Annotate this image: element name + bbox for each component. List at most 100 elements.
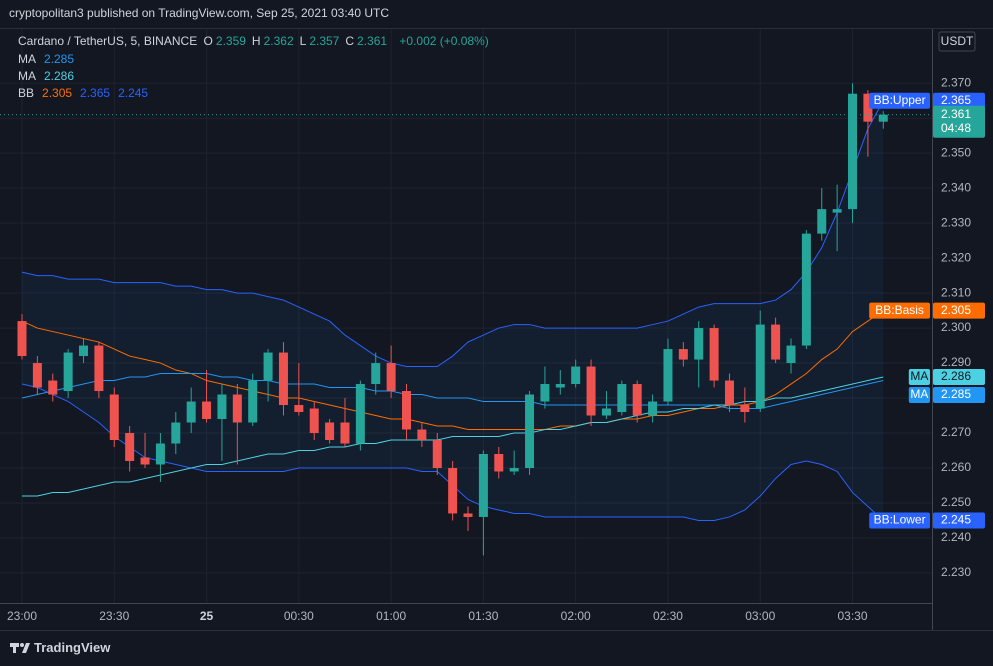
indicator-line	[22, 376, 884, 497]
y-tick-label: 2.230	[941, 565, 971, 579]
countdown: 04:48	[941, 121, 971, 135]
candle-body	[463, 513, 473, 517]
candle-body	[663, 349, 673, 402]
y-tick-label: 2.310	[941, 285, 971, 299]
x-tick-label: 23:00	[7, 609, 37, 623]
y-tick-label: 2.250	[941, 495, 971, 509]
candle-body	[232, 394, 242, 423]
candle-body	[125, 433, 135, 461]
y-tick-label: 2.290	[941, 355, 971, 369]
candle-body	[248, 380, 258, 423]
ohlc: O 2.359 H 2.362 L 2.357 C 2.361	[204, 34, 394, 48]
candle-body	[278, 352, 288, 406]
publish-info: cryptopolitan3 published on TradingView.…	[9, 6, 390, 20]
candle-body	[186, 401, 196, 423]
candle-body	[525, 394, 535, 468]
series-name-badge	[908, 387, 930, 404]
candle-body	[586, 366, 596, 416]
candle-body	[371, 363, 381, 385]
y-tick-label: 2.260	[941, 460, 971, 474]
candle-body	[848, 93, 858, 210]
indicator-line	[21, 100, 884, 368]
series-name-badge	[869, 302, 930, 319]
candle-body	[786, 345, 796, 364]
series-name-badge	[908, 369, 930, 386]
plot	[0, 83, 932, 556]
candle-body	[325, 422, 335, 440]
candle-body	[509, 467, 519, 472]
indicator-value: 2.245	[118, 86, 149, 100]
candle-body	[817, 209, 827, 234]
candle-body	[155, 443, 165, 465]
x-tick-label: 02:30	[653, 609, 683, 623]
indicator-value: 2.285	[44, 52, 75, 66]
candle-body	[386, 363, 396, 392]
series-value: 2.365	[941, 93, 971, 107]
y-tick-label: 2.350	[941, 145, 971, 159]
y-tick-label: 2.370	[941, 75, 971, 89]
indicator-name: BB	[18, 86, 35, 100]
series-value: 2.285	[941, 387, 971, 401]
symbol-legend: Cardano / TetherUS, 5, BINANCE O 2.359 H 2.…	[18, 34, 492, 48]
currency-button[interactable]	[938, 31, 976, 52]
candle-body	[94, 345, 104, 392]
ohlc-value: 2.362	[263, 34, 294, 48]
candle-body	[402, 391, 411, 430]
price-value: 2.361	[941, 107, 971, 121]
series-value-badge	[933, 387, 985, 404]
candle-body	[417, 429, 427, 440]
logo	[10, 643, 30, 653]
y-tick-label: 2.270	[941, 425, 971, 439]
candle-body	[771, 324, 781, 360]
indicator-legend: MA 2.285	[18, 52, 82, 66]
candle-body	[217, 394, 227, 420]
candle-body	[140, 457, 150, 465]
candle-body	[263, 352, 273, 381]
candle-body	[878, 114, 888, 122]
indicator-value: 2.305	[42, 86, 73, 100]
candle-body	[202, 401, 212, 420]
candle-body	[709, 328, 719, 381]
x-tick-label: 00:30	[284, 609, 314, 623]
candle-body	[601, 408, 611, 416]
ohlc-label: O	[203, 34, 213, 48]
ohlc-label: L	[299, 34, 307, 48]
candle-body	[617, 384, 627, 413]
series-value-badge	[933, 512, 985, 529]
series-name-badge	[869, 92, 930, 109]
candle-body	[632, 384, 642, 416]
x-tick-label: 25	[200, 609, 214, 623]
candle-body	[109, 394, 119, 440]
ohlc-value: 2.359	[215, 34, 246, 48]
candle-body	[171, 422, 181, 444]
x-tick-label: 01:00	[376, 609, 406, 623]
candle-body	[63, 352, 73, 392]
candle-body	[555, 384, 565, 388]
x-tick-label: 01:30	[468, 609, 498, 623]
price-badge	[933, 105, 985, 138]
logo-part	[13, 643, 16, 653]
brand: TradingView	[34, 640, 111, 655]
candle-body	[540, 384, 550, 402]
indicator-name: MA	[18, 52, 36, 66]
x-tick-label: 02:00	[561, 609, 591, 623]
symbol: Cardano / TetherUS, 5, BINANCE	[18, 34, 198, 48]
candle-body	[863, 93, 873, 122]
ohlc-value: 2.357	[309, 34, 340, 48]
indicator-legend: MA 2.286	[18, 69, 82, 83]
candle-body	[340, 422, 350, 444]
candle-body	[478, 453, 488, 517]
ohlc-label: C	[345, 34, 355, 48]
badges: BB:Upper 2.365 BB:Basis 2.305 MA 2.286 MA 2.285…	[869, 92, 985, 529]
y-tick-label: 2.340	[941, 180, 971, 194]
candle-body	[755, 324, 765, 409]
currency[interactable]: USDT	[941, 34, 974, 48]
candle-body	[571, 366, 581, 385]
series-value: 2.286	[941, 369, 971, 383]
y-tick-label: 2.330	[941, 215, 971, 229]
series-value-badge	[933, 369, 985, 386]
series-value-badge	[933, 302, 985, 319]
candle-body	[32, 363, 42, 388]
series-name: BB:Lower	[874, 513, 926, 527]
